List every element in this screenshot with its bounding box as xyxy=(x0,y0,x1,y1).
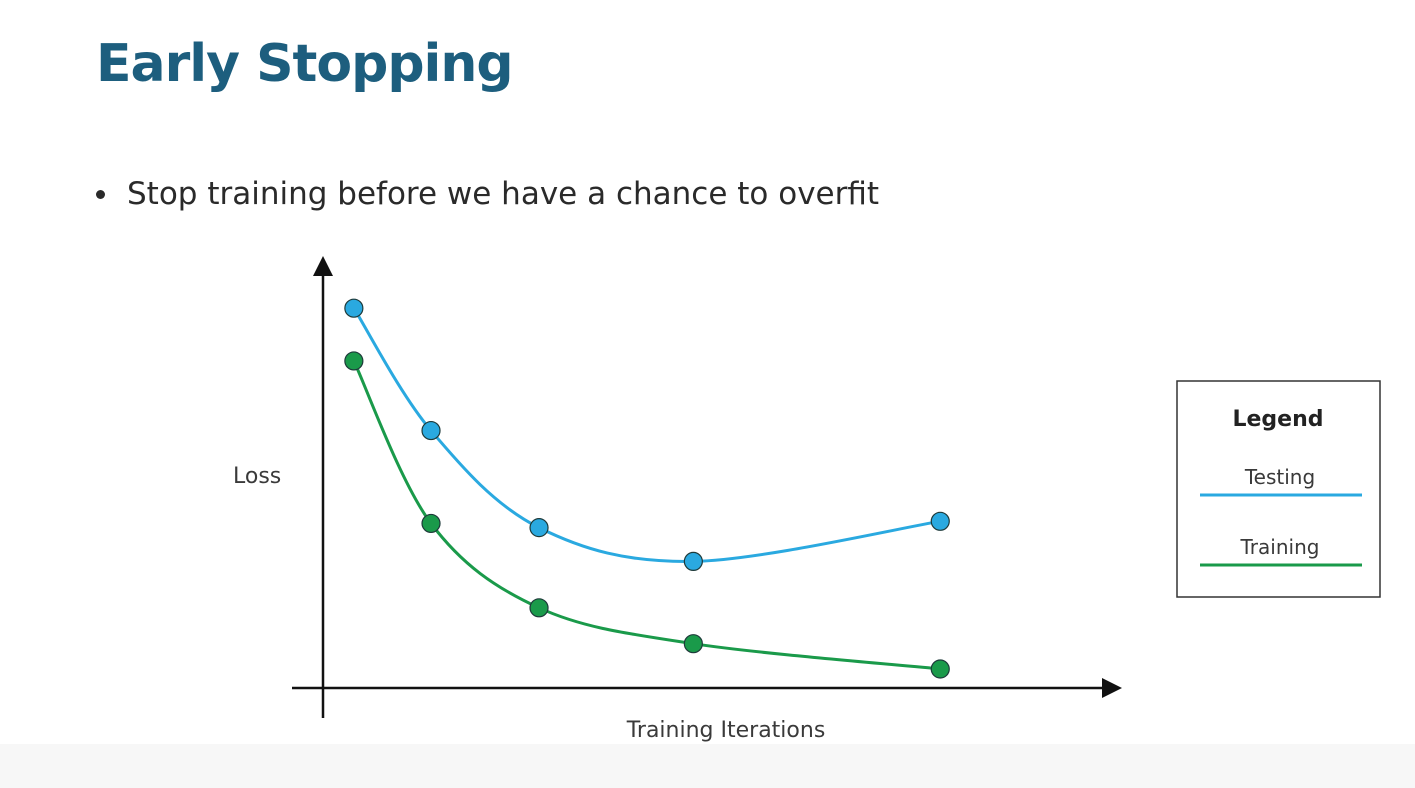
data-point-testing-5 xyxy=(930,511,950,531)
bullet-dot-icon xyxy=(96,189,105,199)
bullet-item: Stop training before we have a chance to… xyxy=(96,176,879,212)
data-point-training-4 xyxy=(683,634,703,654)
data-point-training-3 xyxy=(529,598,549,618)
x-axis-label: Training Iterations xyxy=(626,718,826,743)
legend: Legend Testing Training xyxy=(1176,380,1381,598)
data-point-testing-3 xyxy=(529,518,549,538)
series-line-training xyxy=(352,360,941,671)
series-line-testing xyxy=(352,307,941,563)
data-point-training-5 xyxy=(930,659,950,679)
bullet-text: Stop training before we have a chance to… xyxy=(127,176,880,212)
y-axis-label: Loss xyxy=(233,464,281,489)
legend-label-testing: Testing xyxy=(1244,465,1315,489)
data-point-testing-1 xyxy=(344,298,364,318)
series-layer xyxy=(344,298,950,679)
data-point-training-1 xyxy=(344,351,364,371)
data-point-training-2 xyxy=(421,513,441,534)
legend-box xyxy=(1176,380,1381,598)
data-point-testing-4 xyxy=(683,551,703,572)
slide-title: Early Stopping xyxy=(96,34,514,94)
bottom-band xyxy=(0,744,1415,788)
legend-label-training: Training xyxy=(1240,535,1320,559)
legend-title: Legend xyxy=(1232,407,1323,432)
data-point-testing-2 xyxy=(421,420,441,441)
